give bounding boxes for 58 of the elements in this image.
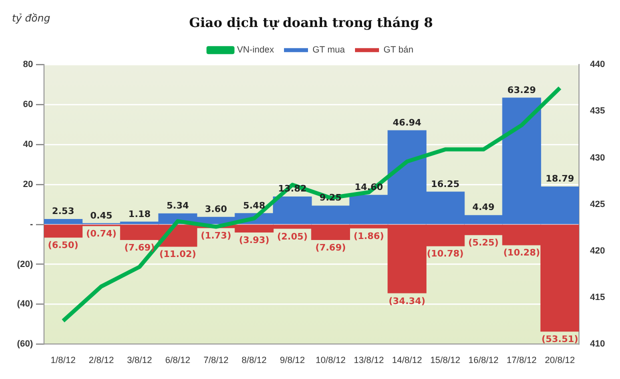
- y2-tick-label: 430: [590, 152, 606, 162]
- data-label: (53.51): [542, 335, 578, 346]
- data-label: (1.86): [354, 232, 384, 242]
- data-label: (5.25): [468, 238, 499, 249]
- data-label: 0.45: [90, 211, 112, 222]
- y-tick-label: 20: [22, 178, 34, 189]
- data-label: (11.02): [159, 250, 196, 260]
- x-tick-label: 6/8/12: [165, 355, 190, 366]
- y-tick-label: 80: [22, 59, 34, 70]
- data-label: (10.78): [426, 250, 464, 260]
- y2-tick-label: 420: [590, 245, 606, 256]
- y2-tick-label: 435: [590, 106, 606, 116]
- x-tick-label: 13/8/12: [354, 355, 384, 366]
- data-label: (10.28): [503, 248, 540, 259]
- data-label: (1.73): [200, 232, 232, 242]
- y2-tick-label: 410: [590, 338, 606, 349]
- y2-tick-label: 440: [590, 59, 606, 70]
- y-tick-label: (40): [16, 298, 34, 309]
- data-label: 4.49: [472, 203, 495, 214]
- x-tick-label: 20/8/12: [544, 355, 575, 366]
- y-tick-label: (60): [16, 338, 34, 349]
- data-label: (3.93): [238, 236, 270, 246]
- y-tick-label: 60: [22, 99, 34, 110]
- data-label: 63.29: [507, 86, 536, 96]
- legend-label: VN-index: [236, 44, 274, 55]
- data-label: (6.50): [48, 241, 78, 252]
- data-label: 1.18: [128, 210, 151, 220]
- x-tick-label: 2/8/12: [88, 355, 114, 366]
- chart-title: Giao dịch tự doanh trong tháng 8: [189, 16, 433, 32]
- data-label: (7.69): [315, 244, 346, 254]
- legend-label: GT mua: [312, 44, 345, 55]
- x-tick-label: 17/8/12: [506, 355, 537, 366]
- legend-label: GT bán: [384, 44, 414, 55]
- data-label: (34.34): [388, 296, 426, 307]
- y-tick-label: 40: [22, 138, 34, 149]
- y-axis-title: tỷ đồng: [12, 12, 50, 25]
- y-tick-label: -: [30, 218, 34, 229]
- x-tick-label: 10/8/12: [316, 355, 346, 366]
- x-tick-label: 16/8/12: [468, 355, 498, 366]
- data-label: 5.48: [243, 201, 266, 212]
- data-label: 3.60: [204, 205, 228, 216]
- x-tick-label: 8/8/12: [242, 355, 267, 366]
- x-tick-label: 1/8/12: [50, 355, 76, 366]
- data-label: 5.34: [166, 202, 189, 212]
- data-label: 46.94: [392, 118, 422, 128]
- y-tick-label: (20): [16, 258, 34, 269]
- data-label: (0.74): [86, 230, 117, 240]
- data-label: 2.53: [52, 207, 74, 218]
- x-tick-label: 3/8/12: [127, 355, 152, 366]
- y2-tick-label: 415: [590, 292, 606, 302]
- y2-tick-label: 425: [590, 198, 606, 209]
- data-label: (2.05): [277, 232, 308, 242]
- x-tick-label: 14/8/12: [392, 355, 422, 366]
- x-tick-label: 15/8/12: [430, 355, 460, 366]
- x-tick-label: 7/8/12: [203, 355, 228, 366]
- data-label: 16.25: [431, 180, 460, 190]
- x-tick-label: 9/8/12: [280, 355, 305, 366]
- data-label: 18.79: [546, 174, 574, 185]
